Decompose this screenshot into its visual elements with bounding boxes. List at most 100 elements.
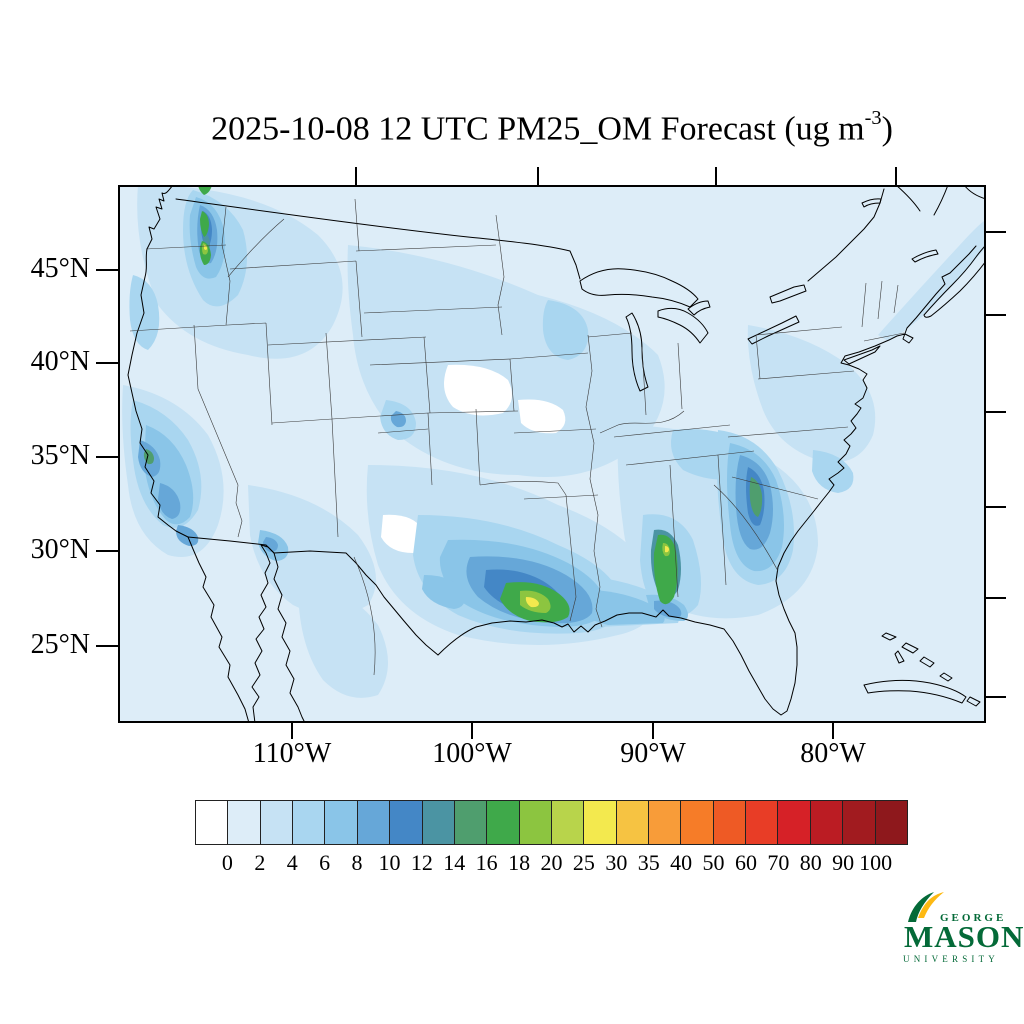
colorbar-tick-label: 30 — [605, 850, 628, 875]
y-axis-label: 25°N — [30, 629, 90, 660]
colorbar-tick-label: 60 — [734, 850, 757, 875]
lake-ontario — [769, 284, 807, 304]
state-borders — [129, 198, 905, 676]
top-edge-tick — [895, 167, 897, 185]
colorbar-tick-label: 100 — [859, 850, 893, 875]
colorbar-cell — [293, 801, 326, 844]
colorbar-tick-label: 25 — [572, 850, 595, 875]
top-edge-tick — [537, 167, 539, 185]
y-axis-tick — [96, 456, 118, 458]
colorbar-cell — [843, 801, 876, 844]
coastlines — [127, 185, 986, 723]
colorbar-tick-label: 20 — [540, 850, 563, 875]
title-text: 2025-10-08 12 UTC PM25_OM Forecast (ug m — [211, 110, 865, 148]
colorbar-cell — [196, 801, 229, 844]
right-edge-tick — [986, 314, 1006, 316]
colorbar — [195, 800, 908, 845]
colorbar-tick-label: 0 — [221, 850, 233, 875]
colorbar-tick-label: 35 — [637, 850, 660, 875]
zero-westtexas — [381, 514, 425, 553]
gmu-swoosh-icon — [908, 892, 944, 922]
lake-michigan — [625, 312, 649, 392]
colorbar-cell — [551, 801, 585, 844]
colorbar-tick-label: 10 — [378, 850, 401, 875]
colorbar-cell — [713, 801, 747, 844]
colorbar-tick-label: 2 — [254, 850, 266, 875]
colorbar-labels: 0 2 4 6 8 10 12 14 16 18 20 25 30 35 40 50 60 70 80 90 100 — [195, 850, 908, 878]
coast-mexico-mainland — [273, 552, 306, 723]
colorbar-tick-label: 16 — [475, 850, 498, 875]
cuba — [863, 679, 967, 704]
colorbar-cell — [584, 801, 617, 844]
title-suffix: ) — [881, 110, 893, 148]
nova-scotia — [923, 244, 986, 318]
logo-mason-text: MASON — [904, 919, 1024, 954]
canada-border — [175, 188, 885, 282]
y-axis-label: 30°N — [30, 534, 90, 565]
colorbar-tick-label: 50 — [702, 850, 725, 875]
colorbar-cell — [649, 801, 682, 844]
bahamas — [881, 632, 981, 707]
colorbar-cell — [746, 801, 779, 844]
contour-northeast — [747, 325, 876, 463]
colorbar-tick-label: 40 — [670, 850, 693, 875]
lake-huron — [657, 300, 711, 344]
colorbar-cell — [422, 801, 455, 844]
colorbar-cell — [487, 801, 520, 844]
colorbar-cell — [616, 801, 650, 844]
title-superscript: -3 — [864, 106, 882, 129]
y-axis-tick — [96, 550, 118, 552]
lake-erie — [747, 315, 800, 345]
y-axis-label: 45°N — [30, 253, 90, 284]
coast-baja-inner — [251, 544, 275, 723]
colorbar-cell — [875, 801, 907, 844]
colorbar-tick-label: 70 — [767, 850, 790, 875]
pm-contours-yellow — [202, 243, 670, 613]
coast-west-baja — [127, 185, 250, 723]
colorbar-cell — [260, 801, 294, 844]
colorbar-cell — [681, 801, 714, 844]
colorbar-cell — [778, 801, 811, 844]
colorbar-tick-label: 4 — [286, 850, 298, 875]
colorbar-tick-label: 14 — [443, 850, 466, 875]
x-axis-tick — [652, 723, 654, 739]
colorbar-cell — [325, 801, 358, 844]
right-edge-tick — [986, 597, 1006, 599]
colorbar-tick-label: 12 — [410, 850, 433, 875]
x-axis-label: 80°W — [800, 738, 866, 769]
contour-southwest — [248, 485, 376, 615]
colorbar-cell — [357, 801, 391, 844]
x-axis-label: 100°W — [432, 738, 512, 769]
colorbar-cell — [810, 801, 844, 844]
y-axis-tick — [96, 645, 118, 647]
george-mason-logo: GEORGE MASON UNIVERSITY — [898, 892, 1023, 972]
right-edge-tick — [986, 506, 1006, 508]
contour-plains — [347, 245, 665, 477]
us-forecast-map — [118, 185, 986, 723]
logo-george-text: GEORGE — [940, 912, 1007, 924]
right-edge-tick — [986, 696, 1006, 698]
right-edge-tick — [986, 411, 1006, 413]
colorbar-cell — [228, 801, 261, 844]
x-axis-tick — [291, 723, 293, 739]
map-border — [118, 185, 986, 723]
colorbar-cell — [519, 801, 552, 844]
x-axis-label: 110°W — [252, 738, 332, 769]
top-edge-tick — [715, 167, 717, 185]
x-axis-label: 90°W — [620, 738, 686, 769]
prince-edward-island — [911, 249, 939, 263]
colorbar-tick-label: 90 — [832, 850, 855, 875]
right-edge-tick — [986, 231, 1006, 233]
pm-contours-green — [143, 185, 763, 623]
us-mexico-border — [187, 536, 439, 656]
colorbar-cell — [390, 801, 423, 844]
top-edge-tick — [355, 167, 357, 185]
coast-gulf-east — [437, 245, 977, 716]
map-canvas — [118, 185, 986, 723]
y-axis-label: 35°N — [30, 440, 90, 471]
colorbar-tick-label: 6 — [319, 850, 331, 875]
colorbar-tick-label: 8 — [351, 850, 363, 875]
contour-novascotia-plume — [878, 221, 986, 341]
x-axis-tick — [832, 723, 834, 739]
